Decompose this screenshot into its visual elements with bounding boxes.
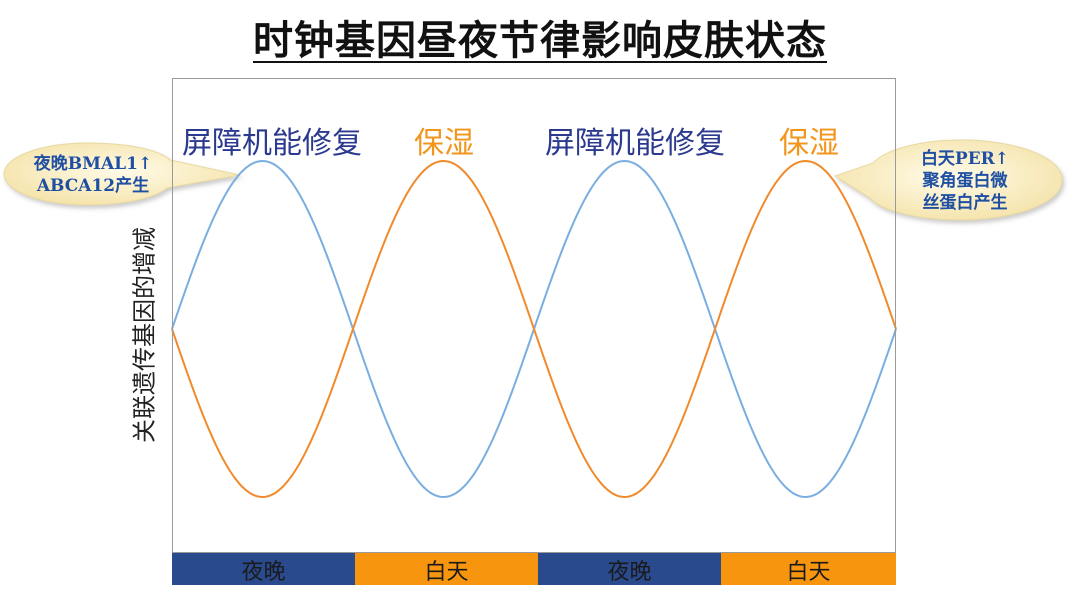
phase-label-moisture-2: 保湿 <box>779 126 839 161</box>
phase-label-barrier-1: 屏障机能修复 <box>182 126 362 161</box>
callout-left-bubble <box>3 142 241 206</box>
phase-label-moisture-1: 保湿 <box>414 126 474 161</box>
band-day-1: 白天 <box>355 553 538 585</box>
plot-frame <box>172 78 896 553</box>
phase-label-barrier-2: 屏障机能修复 <box>545 126 725 161</box>
band-day-2: 白天 <box>721 553 896 585</box>
callout-right-line1: 白天PER↑ <box>920 149 1010 169</box>
callout-left-line1: 夜晚BMAL1↑ <box>33 154 153 174</box>
page-title: 时钟基因昼夜节律影响皮肤状态 <box>253 17 827 64</box>
band-night-1: 夜晚 <box>172 553 355 585</box>
callout-right-line2: 聚角蛋白微 <box>922 171 1008 191</box>
callout-right-bubble <box>833 139 1063 221</box>
callout-right-text: 白天PER↑ 聚角蛋白微 丝蛋白产生 <box>890 148 1040 214</box>
moisture-curve <box>171 159 897 499</box>
y-axis-label: 关联遗传基因的增减 <box>130 227 159 443</box>
callout-left-line2: ABCA12产生 <box>36 176 150 196</box>
callout-left-text: 夜晚BMAL1↑ ABCA12产生 <box>18 153 168 197</box>
band-night-2: 夜晚 <box>538 553 721 585</box>
callout-right-line3: 丝蛋白产生 <box>922 193 1008 213</box>
